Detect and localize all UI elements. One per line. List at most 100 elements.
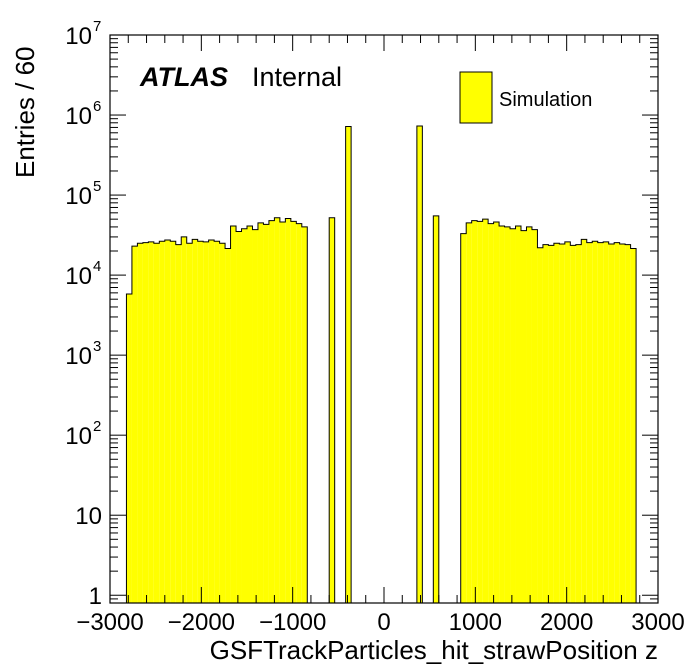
- histogram-bar: [416, 125, 423, 604]
- histogram-bar: [329, 217, 335, 603]
- histogram-bar: [241, 228, 247, 604]
- y-tick-label-base: 10: [65, 423, 92, 450]
- histogram-bar: [203, 241, 209, 604]
- histogram-bar: [159, 241, 165, 603]
- y-tick-label-exponent: 3: [93, 338, 101, 355]
- histogram-bar: [581, 239, 587, 603]
- histogram-bar: [186, 243, 193, 603]
- y-tick-label: 10: [75, 503, 102, 530]
- histogram-bar: [559, 243, 565, 604]
- histogram-bar: [488, 223, 494, 603]
- histogram-bar: [504, 226, 511, 603]
- histogram-bar: [126, 294, 132, 603]
- x-axis-label: GSFTrackParticles_hit_strawPosition z: [210, 635, 658, 665]
- histogram-bar: [515, 226, 521, 604]
- histogram-bar: [521, 230, 527, 603]
- y-tick-label-base: 10: [65, 263, 92, 290]
- histogram-bar: [181, 236, 187, 603]
- histogram-bar: [192, 239, 198, 603]
- histogram-bar: [285, 218, 291, 603]
- y-axis-label: Entries / 60: [10, 46, 40, 178]
- histogram-bar: [230, 226, 237, 604]
- histogram-bar: [170, 241, 176, 603]
- y-tick-label-exponent: 4: [93, 258, 101, 275]
- histogram-bar: [603, 241, 609, 604]
- histogram-bar: [268, 220, 275, 603]
- histogram-bar: [526, 226, 532, 603]
- histogram-bar: [471, 220, 478, 603]
- histogram-bar: [592, 241, 598, 603]
- histogram-bar: [247, 226, 253, 604]
- legend-swatch-simulation: [459, 71, 493, 124]
- y-tick-label: 10 5: [65, 178, 101, 210]
- histogram-bar: [482, 219, 489, 604]
- internal-label: Internal: [252, 62, 342, 92]
- x-axis-tick-labels: −3000 −2000 −1000 0 1000 2000 3000: [76, 609, 684, 636]
- histogram-bar: [433, 215, 439, 604]
- histogram-bar: [477, 221, 483, 603]
- histogram-bar: [460, 233, 467, 603]
- histogram-outline: [125, 125, 637, 603]
- histogram-bar: [597, 242, 604, 603]
- histogram-bars: [125, 125, 637, 604]
- y-tick-label-exponent: 6: [93, 98, 101, 115]
- x-tick-label: 3000: [631, 609, 684, 636]
- histogram-bar: [630, 248, 637, 603]
- y-tick-label-base: 10: [65, 343, 92, 370]
- x-axis-ticks: [109, 35, 659, 603]
- histogram-bar: [148, 241, 154, 604]
- y-tick-label-exponent: 7: [93, 18, 101, 35]
- histogram-bar: [510, 228, 516, 604]
- histogram-bar: [553, 243, 560, 603]
- histogram-bar: [263, 224, 269, 603]
- histogram-bar: [219, 243, 226, 603]
- histogram-bar: [345, 126, 352, 604]
- histogram-bar: [137, 243, 143, 603]
- y-tick-label: 10 2: [65, 418, 101, 450]
- y-tick-label: 1: [89, 583, 102, 610]
- y-tick-label-exponent: 5: [93, 178, 101, 195]
- histogram-bar: [214, 241, 220, 603]
- histogram-bar: [548, 245, 554, 604]
- histogram-bar: [466, 222, 472, 603]
- y-tick-label-base: 10: [65, 183, 92, 210]
- histogram-bar: [608, 243, 615, 604]
- histogram-bar: [290, 221, 297, 603]
- x-tick-label: 1000: [449, 609, 502, 636]
- histogram-bar: [236, 231, 242, 603]
- histogram-bar: [252, 229, 258, 603]
- histogram-bar: [197, 241, 204, 603]
- histogram-bar: [586, 242, 593, 603]
- histogram-bar: [564, 241, 571, 604]
- y-tick-label-base: 10: [65, 103, 92, 130]
- x-tick-label: −3000: [76, 609, 143, 636]
- histogram-bar: [279, 222, 286, 603]
- histogram-bar: [614, 242, 620, 603]
- histogram-bar: [257, 222, 264, 603]
- x-tick-label: −1000: [259, 609, 326, 636]
- y-tick-label: 10 3: [65, 338, 101, 370]
- y-tick-label: 10 6: [65, 98, 101, 130]
- histogram-bar: [225, 248, 231, 603]
- y-tick-label-base: 10: [65, 23, 92, 50]
- histogram-bar: [575, 244, 582, 603]
- y-tick-label: 10 4: [65, 258, 101, 290]
- histogram-bar: [142, 242, 149, 603]
- histogram-bar: [499, 226, 505, 604]
- histogram-bar: [619, 243, 626, 604]
- y-tick-label-exponent: 2: [93, 418, 101, 435]
- y-tick-label: 10 7: [65, 18, 101, 50]
- histogram-bar: [493, 222, 500, 603]
- x-tick-label: 0: [377, 609, 390, 636]
- histogram-bar: [531, 229, 538, 603]
- x-tick-label: 2000: [540, 609, 593, 636]
- histogram-bar: [274, 217, 280, 603]
- histogram-bar: [542, 244, 549, 603]
- histogram-bar: [570, 245, 576, 604]
- histogram-bar: [208, 239, 215, 604]
- histogram-bar: [301, 226, 308, 603]
- histogram-bar: [625, 244, 631, 603]
- legend-label-simulation: Simulation: [499, 89, 592, 111]
